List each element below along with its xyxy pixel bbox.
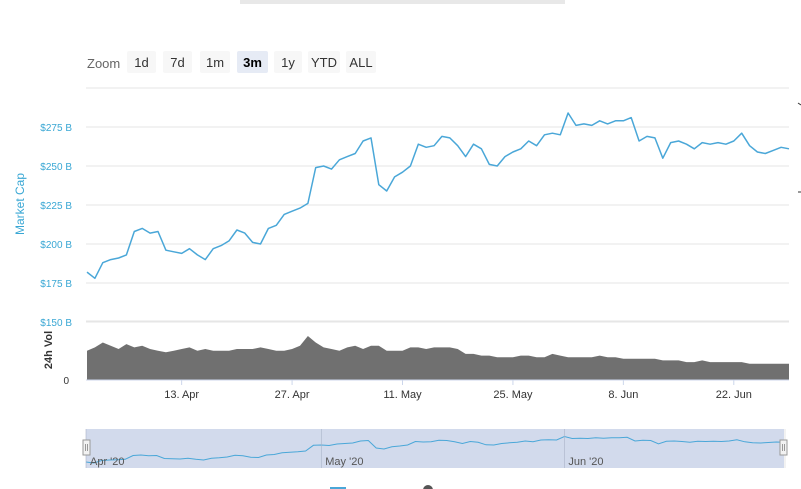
x-tick-label: 8. Jun [608, 389, 638, 401]
zoom-button-7d[interactable]: 7d [163, 51, 192, 73]
chart-title-remnant [240, 0, 565, 4]
navigator-series-line [85, 435, 785, 464]
x-axis: 13. Apr 27. Apr 11. May 25. May 8. Jun 22. Ju… [164, 380, 752, 401]
x-tick-label: 13. Apr [164, 389, 199, 401]
zoom-button-1m[interactable]: 1m [200, 51, 230, 73]
legend-volume-swatch [423, 485, 433, 489]
volume-series-area [87, 336, 789, 380]
zoom-button-label: 7d [170, 55, 184, 70]
navigator-labels: Apr '20 May '20 Jun '20 [90, 456, 604, 468]
navigator-label: Apr '20 [90, 456, 125, 468]
zoom-button-all[interactable]: ALL [346, 51, 376, 73]
x-tick-label: 22. Jun [716, 389, 752, 401]
legend [330, 485, 433, 489]
zoom-label: Zoom [87, 56, 120, 71]
volume-tick-0: 0 [63, 376, 69, 387]
volume-axis-title: 24h Vol [43, 331, 55, 369]
zoom-button-label: 3m [243, 55, 262, 70]
market-cap-series-line [86, 112, 790, 280]
zoom-button-1y[interactable]: 1y [274, 51, 302, 73]
navigator-label: Jun '20 [568, 456, 603, 468]
y-tick-label: $275 B [40, 123, 72, 134]
zoom-button-3m[interactable]: 3m [237, 51, 268, 73]
zoom-button-label: 1d [134, 55, 148, 70]
zoom-button-label: YTD [311, 55, 337, 70]
y-tick-label: $200 B [40, 240, 72, 251]
y-tick-label: $150 B [40, 318, 72, 329]
zoom-button-ytd[interactable]: YTD [308, 51, 340, 73]
y-axis: $150 B $175 B $200 B $225 B $250 B $275 B [40, 123, 72, 329]
gridlines [86, 87, 789, 323]
navigator-selected-range[interactable] [86, 429, 784, 468]
y-tick-label: $250 B [40, 162, 72, 173]
navigator-right-handle[interactable] [779, 439, 788, 456]
zoom-button-label: 1m [206, 55, 224, 70]
navigator-label: May '20 [325, 456, 363, 468]
zoom-selector: Zoom 1d 7d 1m 3m 1y YTD ALL [87, 51, 376, 73]
x-tick-label: 11. May [383, 389, 422, 401]
zoom-button-label: ALL [349, 55, 372, 70]
x-tick-label: 27. Apr [275, 389, 310, 401]
y-tick-label: $225 B [40, 201, 72, 212]
y-tick-label: $175 B [40, 279, 72, 290]
y-axis-title: Market Cap [13, 173, 27, 235]
zoom-button-1d[interactable]: 1d [127, 51, 156, 73]
navigator[interactable]: Apr '20 May '20 Jun '20 [82, 429, 788, 468]
x-tick-label: 25. May [493, 389, 533, 401]
navigator-left-handle[interactable] [82, 439, 91, 456]
zoom-button-label: 1y [281, 55, 295, 70]
